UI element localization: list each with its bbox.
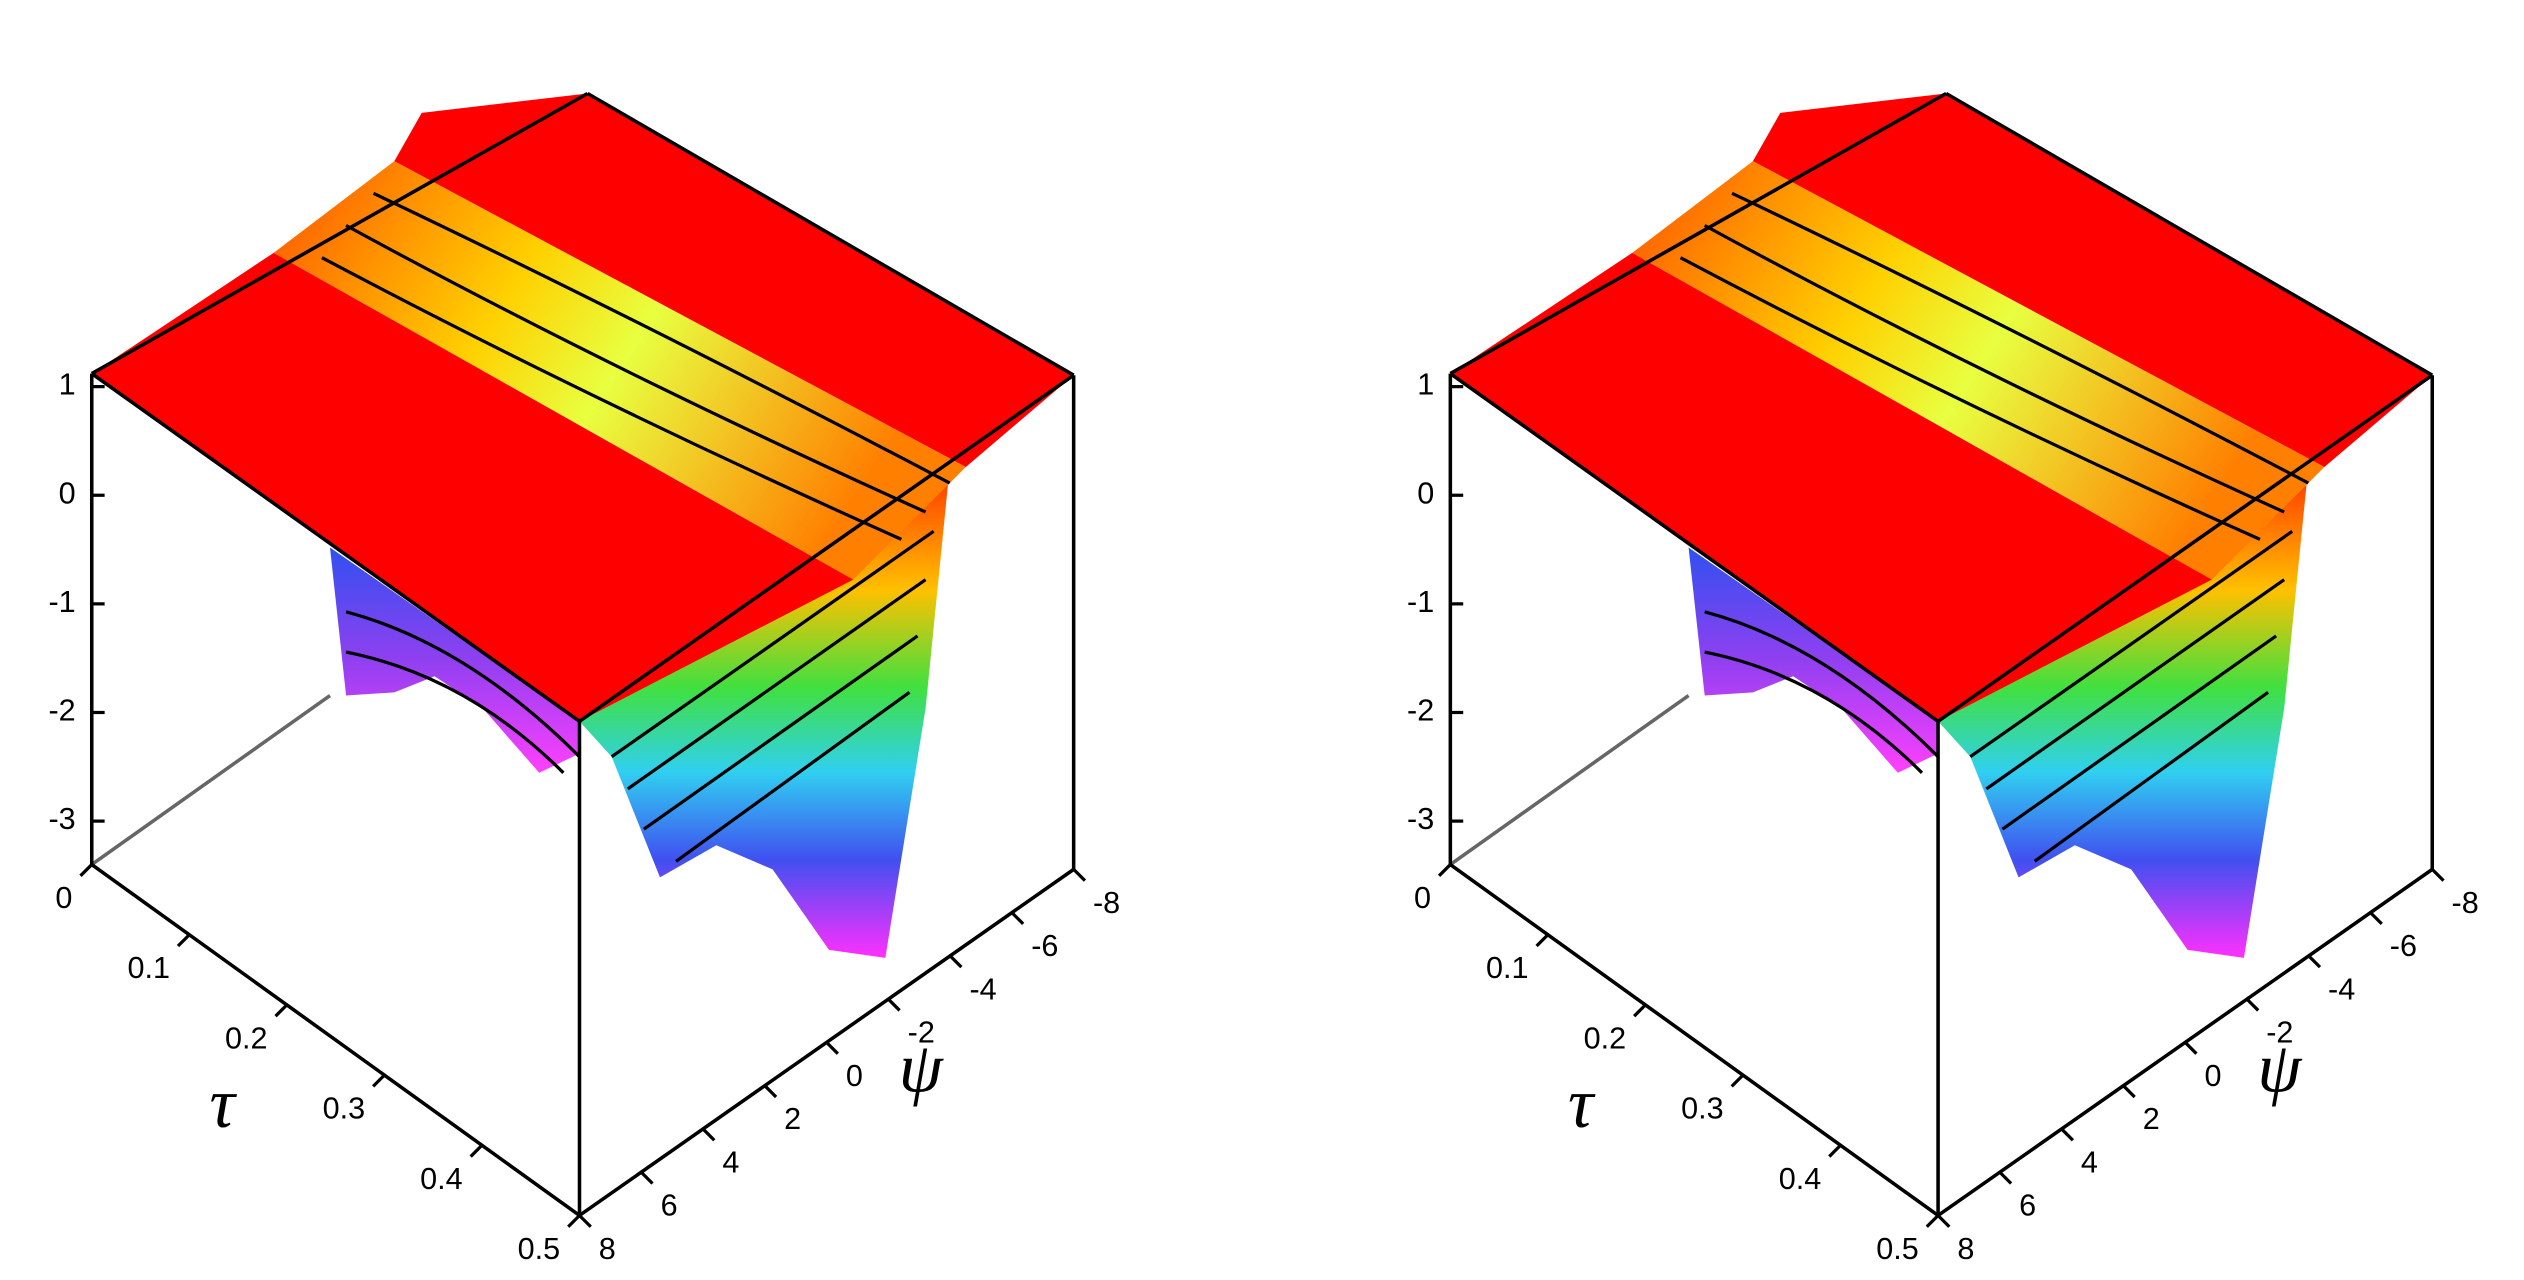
x-tick-label: 0 [1414, 881, 1431, 915]
y-tick [2122, 1084, 2136, 1099]
x-tick-label: 0.5 [518, 1232, 561, 1266]
y-tick-label: -6 [1031, 929, 1058, 963]
x-tick-label: 0.3 [1681, 1092, 1724, 1126]
y-tick [887, 998, 901, 1012]
y-tick [1998, 1171, 2013, 1185]
x-axis-label: τ [1568, 1065, 1596, 1143]
box-edge [1937, 373, 2434, 723]
y-tick [1010, 911, 1025, 926]
y-tick [2431, 868, 2445, 882]
y-tick [640, 1171, 654, 1185]
box-edge [586, 91, 1075, 377]
y-tick-label: 6 [661, 1189, 678, 1223]
y-tick-label: 0 [2204, 1059, 2221, 1093]
x-tick [1633, 1003, 1647, 1018]
y-axis-label: ψ [2257, 1030, 2302, 1108]
x-tick [1437, 863, 1452, 877]
y-tick [2184, 1041, 2198, 1055]
surface-left [90, 91, 1076, 960]
z-tick-label: -1 [48, 585, 75, 619]
y-tick [948, 954, 963, 969]
y-tick [2245, 998, 2260, 1012]
surface-right [1448, 91, 2434, 960]
panel: 1 0 -1 -2 -3 0 0.1 0.2 0.3 0.4 0.5 8 6 4 2 0 -2 -4 -6 -8 τ ψ [48, 91, 1120, 1266]
y-tick [825, 1041, 839, 1055]
z-tick-label: 0 [1417, 476, 1434, 510]
box-edge [90, 372, 581, 723]
box-edge [1449, 863, 1940, 1217]
y-tick [1072, 868, 1087, 882]
z-tick-label: 1 [59, 368, 76, 402]
y-axis-label: ψ [899, 1030, 944, 1108]
y-tick-label: -4 [969, 972, 996, 1006]
x-tick-label: 0.4 [1779, 1162, 1822, 1196]
y-tick [763, 1084, 778, 1099]
y-tick-label: 2 [2143, 1102, 2160, 1136]
x-tick [1925, 1214, 1940, 1228]
x-tick-label: 0 [55, 881, 72, 915]
y-tick-label: 4 [722, 1145, 739, 1179]
x-tick [371, 1073, 386, 1088]
y-tick [2369, 911, 2383, 926]
x-tick [1730, 1073, 1745, 1088]
x-tick-label: 0.1 [127, 951, 170, 985]
y-tick-label: -8 [1093, 886, 1120, 920]
x-axis-label: τ [209, 1065, 237, 1143]
y-tick [701, 1127, 716, 1142]
y-tick [578, 1214, 592, 1228]
x-tick [1535, 933, 1550, 948]
box-edge-back [1449, 694, 1690, 866]
y-tick-label: -8 [2452, 886, 2479, 920]
y-tick-label: 0 [846, 1059, 863, 1093]
box-edge [1449, 91, 1947, 376]
z-tick-label: 1 [1417, 368, 1434, 402]
y-tick-label: 6 [2019, 1189, 2036, 1223]
y-tick [2307, 954, 2322, 969]
y-tick-label: -4 [2328, 972, 2355, 1006]
box-edge [1449, 372, 1940, 723]
z-tick-label: -3 [1407, 802, 1434, 836]
y-tick-label: -2 [2266, 1016, 2293, 1050]
z-tick-label: -2 [1407, 694, 1434, 728]
box-edge-back [90, 694, 332, 866]
x-tick [274, 1003, 288, 1018]
y-tick-label: 2 [784, 1102, 801, 1136]
box-edge [578, 373, 1075, 723]
y-tick-label: -2 [908, 1016, 935, 1050]
y-tick-label: 8 [1957, 1232, 1974, 1266]
x-tick-label: 0.4 [420, 1162, 463, 1196]
x-tick [469, 1144, 484, 1158]
y-tick [1936, 1214, 1951, 1228]
x-tick [1828, 1144, 1842, 1158]
x-tick [567, 1214, 581, 1228]
x-tick-label: 0.5 [1876, 1232, 1919, 1266]
x-tick-label: 0.2 [1584, 1021, 1627, 1055]
box-edge [90, 863, 581, 1217]
x-tick [79, 863, 93, 877]
y-tick [2060, 1127, 2075, 1142]
box-edge [1945, 91, 2434, 377]
y-tick-label: 4 [2081, 1145, 2098, 1179]
z-tick-label: -3 [48, 802, 75, 836]
z-tick-label: -2 [48, 694, 75, 728]
x-tick-label: 0.1 [1486, 951, 1529, 985]
z-tick-label: -1 [1407, 585, 1434, 619]
x-tick [176, 933, 191, 948]
panel: 1 0 -1 -2 -3 0 0.1 0.2 0.3 0.4 0.5 8 6 4 2 0 -2 -4 -6 -8 τ ψ [1407, 91, 2479, 1266]
y-tick-label: 8 [599, 1232, 616, 1266]
x-tick-label: 0.3 [323, 1092, 366, 1126]
z-tick-label: 0 [59, 476, 76, 510]
box-edge [90, 91, 589, 376]
x-tick-label: 0.2 [225, 1021, 268, 1055]
y-tick-label: -6 [2390, 929, 2417, 963]
